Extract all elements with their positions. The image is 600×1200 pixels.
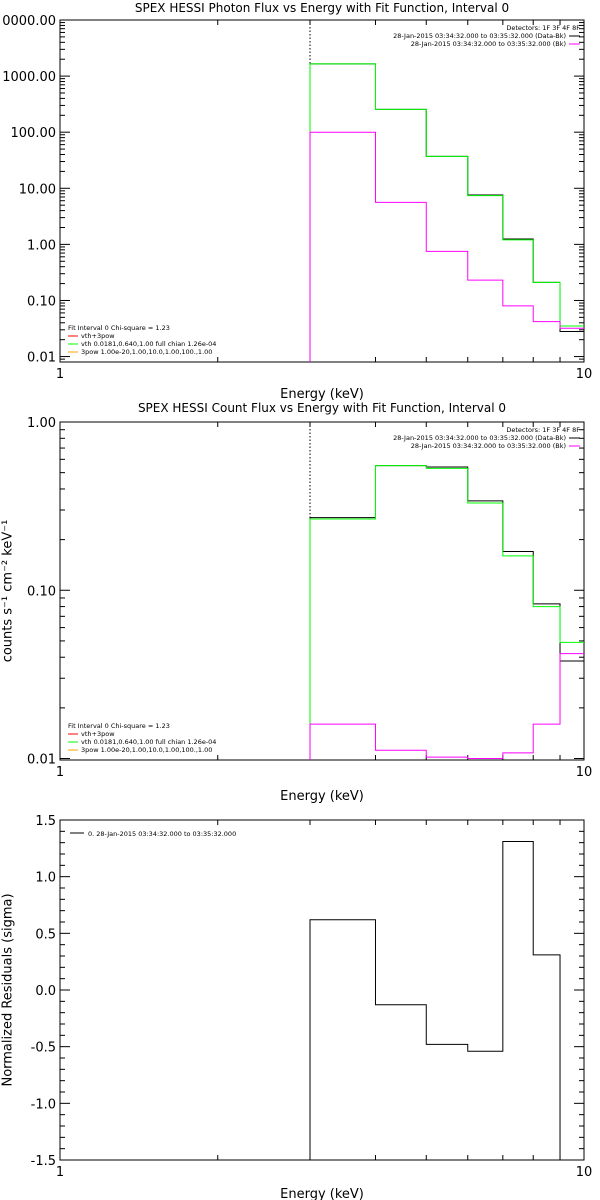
legend-text: Detectors: 1F 3F 4F 8F bbox=[506, 24, 580, 32]
chart-panel-2: SPEX HESSI Count Flux vs Energy with Fit… bbox=[1, 401, 593, 804]
chart-title: SPEX HESSI Photon Flux vs Energy with Fi… bbox=[135, 1, 509, 15]
series-line-2 bbox=[309, 63, 584, 362]
y-tick-label: -0.5 bbox=[31, 1041, 56, 1056]
legend-text: 28-Jan-2015 03:34:32.000 to 03:35:32.000… bbox=[393, 32, 566, 40]
y-tick-label: 0.0 bbox=[35, 984, 56, 999]
y-axis-label: Normalized Residuals (sigma) bbox=[1, 893, 16, 1086]
chart-title: SPEX HESSI Count Flux vs Energy with Fit… bbox=[138, 401, 506, 415]
x-tick-label: 10 bbox=[576, 1165, 593, 1180]
x-tick-label: 1 bbox=[56, 367, 64, 382]
plot-frame bbox=[59, 19, 585, 363]
y-tick-label: -1.5 bbox=[31, 1154, 56, 1169]
series-line-2 bbox=[309, 465, 584, 760]
legend-text: 28-Jan-2015 03:34:32.000 to 03:35:32.000… bbox=[411, 40, 566, 48]
x-tick-label: 10 bbox=[576, 765, 593, 780]
series-line-3 bbox=[309, 131, 584, 362]
series-line-1 bbox=[309, 465, 584, 760]
legend-text: vth+3pow bbox=[81, 332, 115, 340]
legend-text: Fit Interval 0 Chi-square = 1.23 bbox=[68, 722, 170, 730]
series-line-3 bbox=[309, 653, 584, 760]
series-line-1 bbox=[309, 841, 561, 1160]
legend-text: 3pow 1.00e-20,1.00,10.0,1.00,100.,1.00 bbox=[81, 746, 212, 754]
y-tick-label: 1000.00 bbox=[2, 70, 56, 85]
x-axis-label: Energy (keV) bbox=[280, 789, 364, 804]
y-tick-label: 1.5 bbox=[35, 814, 56, 829]
plot-frame bbox=[59, 421, 585, 761]
x-tick-label: 1 bbox=[56, 1165, 64, 1180]
x-axis-label: Energy (keV) bbox=[280, 1187, 364, 1200]
y-tick-label: 0.01 bbox=[27, 753, 56, 768]
y-tick-label: 0.10 bbox=[27, 294, 56, 309]
y-tick-label: 0.01 bbox=[27, 351, 56, 366]
x-tick-label: 10 bbox=[576, 367, 593, 382]
legend-text: 28-Jan-2015 03:34:32.000 to 03:35:32.000… bbox=[393, 434, 566, 442]
legend-text: 0. 28-Jan-2015 03:34:32.000 to 03:35:32.… bbox=[88, 830, 236, 838]
series-line-1 bbox=[309, 63, 584, 362]
chart-panel-3: Energy (keV) Normalized Residuals (sigma)… bbox=[1, 814, 593, 1200]
legend-text: Fit Interval 0 Chi-square = 1.23 bbox=[68, 324, 170, 332]
y-axis-label: counts s⁻¹ cm⁻² keV⁻¹ bbox=[1, 520, 16, 663]
x-axis-label: Energy (keV) bbox=[280, 387, 364, 402]
y-tick-label: 0000.00 bbox=[2, 14, 56, 29]
legend-text: vth 0.0181,0.640,1.00 full chian 1.26e-0… bbox=[81, 340, 216, 348]
legend-text: 3pow 1.00e-20,1.00,10.0,1.00,100.,1.00 bbox=[81, 348, 212, 356]
y-tick-label: 0.5 bbox=[35, 927, 56, 942]
legend-text: vth 0.0181,0.640,1.00 full chian 1.26e-0… bbox=[81, 738, 216, 746]
y-tick-label: 1.00 bbox=[27, 238, 56, 253]
y-tick-label: 100.00 bbox=[11, 126, 57, 141]
y-tick-label: 1.0 bbox=[35, 871, 56, 886]
chart-panel-1: SPEX HESSI Photon Flux vs Energy with Fi… bbox=[2, 1, 592, 402]
y-tick-label: 1.00 bbox=[27, 416, 56, 431]
y-tick-label: 0.10 bbox=[27, 584, 56, 599]
legend-text: Detectors: 1F 3F 4F 8F bbox=[506, 426, 580, 434]
legend-text: 28-Jan-2015 03:34:32.000 to 03:35:32.000… bbox=[411, 442, 566, 450]
x-tick-label: 1 bbox=[56, 765, 64, 780]
legend-text: vth+3pow bbox=[81, 730, 115, 738]
y-tick-label: 10.00 bbox=[19, 182, 56, 197]
plot-frame bbox=[59, 819, 585, 1161]
y-tick-label: -1.0 bbox=[31, 1097, 56, 1112]
